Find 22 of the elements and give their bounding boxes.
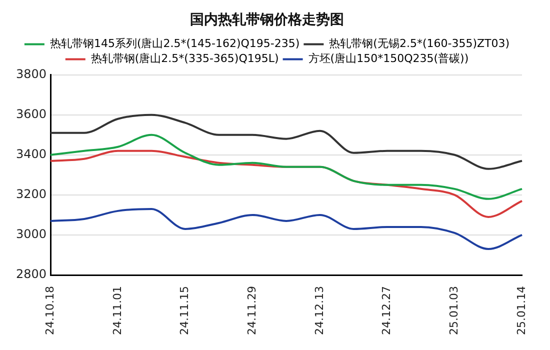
x-tick-label: 25.01.03 bbox=[448, 286, 461, 335]
x-tick-label: 24.11.01 bbox=[110, 286, 124, 335]
line-series bbox=[50, 134, 523, 200]
x-tick-label: 24.10.18 bbox=[43, 286, 56, 335]
y-tick-label: 2800 bbox=[16, 267, 47, 282]
y-tick-label: 3400 bbox=[16, 147, 47, 162]
x-tick-label: 24.12.27 bbox=[380, 286, 394, 335]
legend-label: 热轧带钢145系列(唐山2.5*(145-162)Q195-235) bbox=[50, 37, 300, 50]
y-tick-label: 3000 bbox=[16, 227, 47, 242]
x-tick-label: 25.01.14 bbox=[514, 286, 528, 335]
line-series bbox=[50, 208, 523, 250]
legend-label: 热轧带钢(无锡2.5*(160-355)ZT03) bbox=[329, 37, 510, 50]
y-tick-label: 3600 bbox=[16, 106, 47, 121]
line-series bbox=[50, 114, 523, 170]
y-tick-label: 3200 bbox=[16, 187, 47, 202]
x-tick-label: 24.11.15 bbox=[178, 286, 192, 335]
x-tick-label: 24.12.13 bbox=[312, 286, 326, 335]
y-tick-label: 3800 bbox=[16, 66, 47, 81]
legend-label: 热轧带钢(唐山2.5*(335-365)Q195L) bbox=[90, 52, 279, 66]
legend-label: 方坯(唐山150*150Q235(普碳)) bbox=[308, 52, 469, 66]
chart-title: 国内热轧带钢价格走势图 bbox=[190, 12, 344, 28]
x-tick-label: 24.11.29 bbox=[245, 286, 258, 335]
